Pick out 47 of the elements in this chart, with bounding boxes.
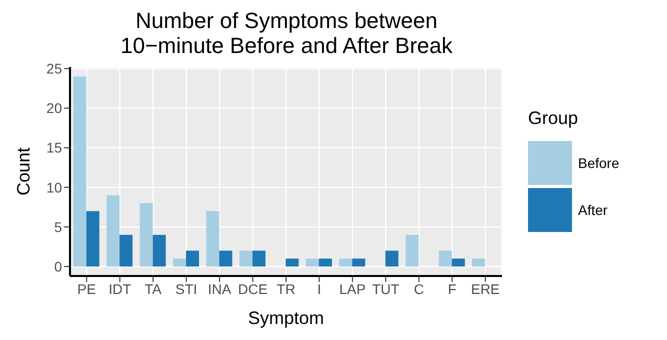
- x-tick-label: DCE: [238, 280, 268, 297]
- bar: [385, 250, 398, 266]
- bar: [73, 76, 86, 266]
- bar: [438, 250, 452, 266]
- x-tick-label: IDT: [108, 280, 132, 297]
- chart-title: Number of Symptoms between 10−minute Before and After Break: [119, 8, 454, 58]
- y-tick-label: 5: [54, 218, 62, 235]
- x-tick-label: PE: [77, 280, 96, 297]
- x-tick-label: TA: [144, 280, 162, 297]
- bar: [339, 258, 352, 266]
- bar: [252, 250, 266, 266]
- y-tick-label: 10: [46, 179, 62, 196]
- bar: [239, 250, 252, 266]
- bar: [352, 258, 366, 266]
- bar: [86, 211, 100, 266]
- bar: [219, 250, 232, 266]
- bar: [452, 258, 465, 266]
- text: After: [578, 202, 608, 218]
- text: Before: [578, 155, 620, 171]
- x-tick-label: STI: [175, 280, 198, 297]
- bar: [318, 258, 332, 266]
- x-tick-label: LAP: [339, 280, 366, 297]
- bar: [472, 258, 486, 266]
- y-axis-title: Count: [13, 147, 34, 196]
- legend-title: Group: [528, 108, 580, 129]
- bar: [152, 234, 166, 266]
- bar: [106, 195, 120, 266]
- bar: [173, 258, 186, 266]
- bar: [286, 258, 299, 266]
- x-axis-title: Symptom: [248, 308, 324, 328]
- bar: [120, 234, 133, 266]
- bar: [140, 203, 153, 266]
- x-tick-label: TR: [276, 280, 296, 297]
- bar: [406, 234, 419, 266]
- y-tick-label: 25: [46, 60, 62, 77]
- y-tick-label: 20: [46, 100, 62, 116]
- bar: [186, 250, 200, 266]
- bar: [206, 211, 220, 266]
- x-tick-label: C: [414, 280, 424, 297]
- x-tick-label: F: [448, 280, 456, 297]
- x-tick-label: ERE: [470, 280, 500, 297]
- bar: [306, 258, 319, 266]
- x-tick-label: INA: [208, 280, 232, 297]
- y-tick-label: 0: [54, 258, 62, 274]
- y-tick-label: 15: [46, 140, 62, 156]
- x-tick-label: I: [317, 280, 322, 297]
- x-tick-label: TUT: [372, 280, 400, 297]
